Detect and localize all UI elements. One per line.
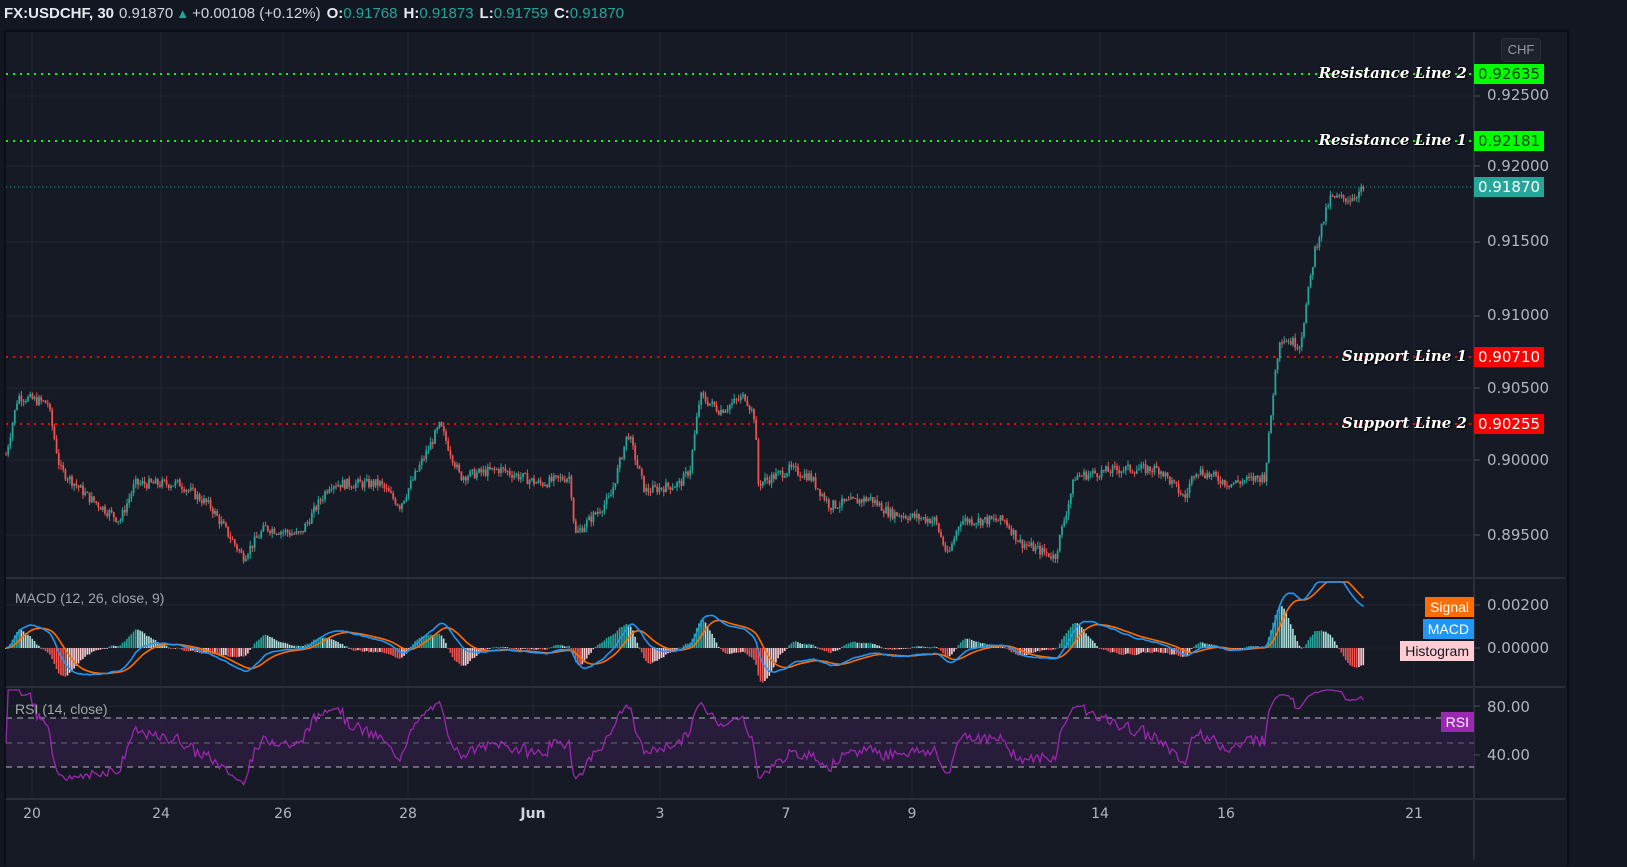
symbol-label[interactable]: FX:USDCHF, 30 [4,4,115,22]
rsi-band-lines [6,717,1474,768]
price-tick: 0.91000 [1487,306,1550,324]
price-tick: 0.91500 [1487,232,1550,250]
symbol-legend: FX:USDCHF, 30 0.91870 ▲ +0.00108 (+0.12%… [0,0,1627,26]
time-tick-month: Jun [520,806,546,822]
rsi-line [5,689,1364,786]
support-line-2-label: Support Line 2 [1341,414,1467,432]
time-tick: 16 [1217,806,1235,822]
price-tick: 0.92000 [1487,157,1550,175]
axis-ticks [1474,95,1480,756]
close-value: 0.91870 [569,4,625,22]
resistance-line-2-label: Resistance Line 2 [1318,64,1467,82]
triangle-up-icon: ▲ [176,5,190,21]
time-tick: 3 [655,806,665,822]
resistance-line-2-price-tag: 0.92635 [1474,64,1545,84]
rsi-tick: 80.00 [1487,698,1530,716]
rsi-legend-tag: RSI [1440,712,1474,732]
low-value: 0.91759 [493,4,548,22]
time-tick: 20 [23,806,41,822]
time-tick: 9 [907,806,917,822]
pane-separators [6,32,1565,860]
level-lines[interactable] [6,73,1474,425]
time-tick: 7 [781,806,791,822]
macd-legend-tag: MACD [1422,619,1474,639]
grid-lines [6,32,1474,799]
time-tick: 14 [1091,806,1109,822]
histogram-legend-tag: Histogram [1400,641,1474,661]
high-key: H: [403,4,420,22]
close-key: C: [553,4,570,22]
currency-button[interactable]: CHF [1501,38,1541,62]
macd-tick: 0.00000 [1487,639,1550,657]
price-tick: 0.90500 [1487,379,1550,397]
support-line-1-label: Support Line 1 [1341,347,1467,365]
rsi-title[interactable]: RSI (14, close) [15,701,108,717]
signal-legend-tag: Signal [1425,597,1474,617]
low-key: L: [479,4,494,22]
price-tick: 0.89500 [1487,526,1550,544]
time-tick: 28 [399,806,417,822]
high-value: 0.91873 [419,4,474,22]
price-tick: 0.90000 [1487,451,1550,469]
price-tick: 0.92500 [1487,86,1550,104]
resistance-line-1-label: Resistance Line 1 [1318,131,1467,149]
price-change: +0.00108 (+0.12%) [192,4,321,22]
macd-tick: 0.00200 [1487,596,1550,614]
rsi-tick: 40.00 [1487,746,1530,764]
resistance-line-1-price-tag: 0.92181 [1474,131,1545,151]
macd-line [5,581,1364,676]
time-tick: 24 [152,806,170,822]
open-key: O: [326,4,344,22]
macd-title[interactable]: MACD (12, 26, close, 9) [15,590,165,606]
signal-line [5,581,1364,675]
time-tick: 26 [274,806,292,822]
support-line-1-price-tag: 0.90710 [1474,347,1545,367]
last-price: 0.91870 [119,4,174,22]
open-value: 0.91768 [343,4,398,22]
time-tick: 21 [1405,806,1423,822]
current-price-tag: 0.91870 [1474,177,1545,197]
support-line-2-price-tag: 0.90255 [1474,414,1545,434]
candlestick-series [5,183,1365,564]
